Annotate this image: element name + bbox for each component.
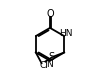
Text: HN: HN: [60, 29, 73, 38]
Text: O: O: [46, 9, 54, 19]
Text: N: N: [46, 60, 53, 69]
Text: Cl: Cl: [39, 61, 48, 70]
Text: S: S: [48, 52, 55, 62]
